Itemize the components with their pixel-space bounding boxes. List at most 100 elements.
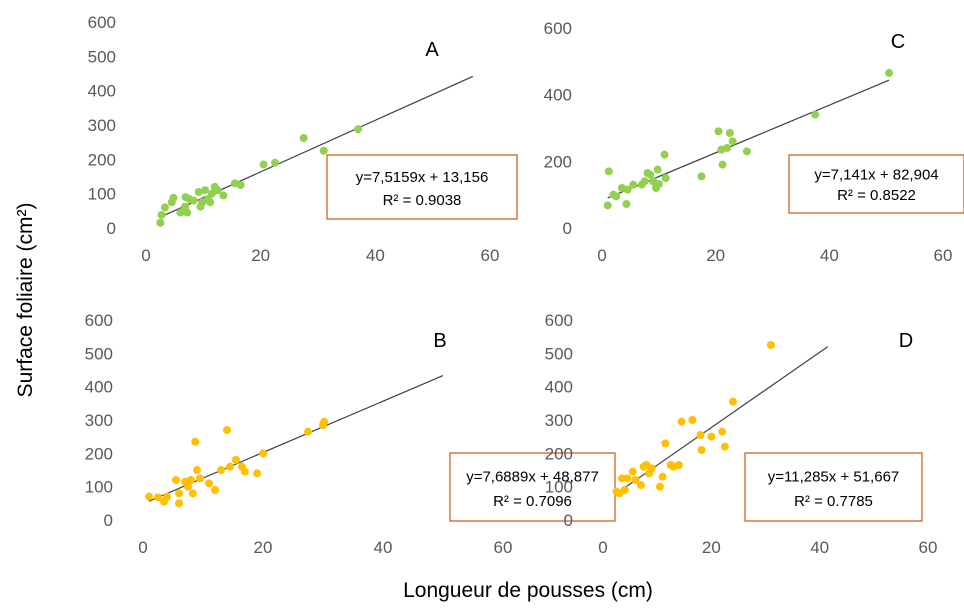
- data-point: [612, 192, 621, 201]
- data-point: [145, 492, 153, 501]
- data-point: [718, 427, 727, 436]
- y-tick-label: 400: [88, 82, 116, 101]
- data-point: [205, 479, 213, 488]
- data-point: [187, 476, 195, 484]
- data-point: [320, 417, 329, 426]
- y-tick-label: 500: [88, 47, 116, 66]
- x-tick-label: 0: [598, 538, 607, 557]
- data-point: [696, 431, 705, 439]
- x-tick-label: 40: [366, 246, 385, 265]
- data-point: [603, 201, 612, 210]
- data-point: [729, 397, 737, 406]
- r-squared: R² = 0.9038: [383, 192, 462, 209]
- data-point: [156, 218, 165, 227]
- data-point: [226, 462, 234, 471]
- data-point: [241, 467, 249, 476]
- data-point: [623, 474, 632, 483]
- x-tick-label: 40: [820, 246, 839, 265]
- data-point: [677, 417, 686, 426]
- data-point: [160, 203, 169, 212]
- data-point: [661, 439, 670, 448]
- panel-c: 0 200 400 600 0 20 40 60 Cy=7,141x + 82,904 R² = …: [544, 19, 964, 265]
- y-tick-label: 0: [563, 219, 572, 238]
- data-point: [201, 186, 210, 195]
- data-point: [163, 492, 171, 501]
- panel-b: 0 100 200 300 400 500 600 0 20 40 60 By=7,6889x + 4…: [85, 311, 616, 557]
- equation-box: [788, 154, 964, 214]
- data-point: [259, 449, 267, 458]
- data-point: [184, 482, 192, 491]
- data-point: [636, 481, 645, 489]
- data-point: [661, 174, 670, 182]
- x-tick-label: 20: [706, 246, 725, 265]
- panel-label: D: [899, 330, 913, 352]
- x-axis-title: Longueur de pousses (cm): [403, 579, 653, 602]
- y-tick-label: 500: [85, 344, 113, 363]
- x-tick-label: 20: [254, 538, 273, 557]
- panel-label: A: [425, 39, 439, 61]
- data-point: [211, 486, 219, 494]
- y-axis-title: Surface foliaire (cm²): [14, 203, 37, 398]
- y-tick-label: 200: [544, 152, 572, 171]
- data-point: [223, 426, 231, 434]
- panel-a: 0 100 200 300 400 500 600 0 20 40 60 Ay=7,5159x + 1…: [88, 13, 518, 265]
- data-point: [194, 187, 203, 196]
- y-tick-label: 300: [88, 116, 116, 135]
- data-point: [206, 198, 215, 207]
- data-point: [654, 180, 663, 188]
- r-squared: R² = 0.8522: [837, 187, 916, 204]
- data-point: [259, 160, 268, 169]
- data-point: [191, 437, 200, 446]
- data-point: [172, 476, 180, 484]
- y-tick-label: 100: [545, 478, 573, 497]
- data-point: [189, 196, 198, 205]
- data-point: [725, 129, 734, 137]
- y-tick-label: 200: [545, 444, 573, 463]
- x-tick-label: 40: [374, 538, 393, 557]
- trendline-equation: y=7,141x + 82,904: [814, 166, 938, 183]
- x-tick-label: 0: [141, 246, 150, 265]
- trendline-equation: y=7,5159x + 13,156: [356, 169, 489, 186]
- data-point: [219, 191, 228, 200]
- data-point: [175, 499, 183, 508]
- x-tick-label: 0: [597, 246, 606, 265]
- trendline-equation: y=11,285x + 51,667: [768, 469, 900, 486]
- data-point: [631, 476, 640, 484]
- data-point: [196, 474, 204, 483]
- data-point: [629, 180, 638, 189]
- data-point: [728, 137, 737, 146]
- y-tick-label: 200: [88, 150, 116, 169]
- y-tick-label: 400: [544, 86, 572, 105]
- data-point: [169, 193, 178, 202]
- data-point: [157, 210, 166, 219]
- panel-label: C: [891, 31, 905, 53]
- data-point: [304, 427, 312, 436]
- y-tick-label: 0: [564, 511, 573, 530]
- data-point: [236, 181, 245, 190]
- x-tick-label: 60: [481, 246, 500, 265]
- x-tick-label: 20: [251, 246, 270, 265]
- y-tick-label: 100: [88, 185, 116, 204]
- x-tick-label: 60: [934, 246, 953, 265]
- data-point: [604, 167, 613, 176]
- y-tick-label: 600: [545, 311, 573, 330]
- data-point: [253, 469, 261, 478]
- y-tick-label: 600: [85, 311, 113, 330]
- data-point: [707, 432, 716, 441]
- data-point: [232, 456, 240, 464]
- r-squared: R² = 0.7785: [794, 493, 873, 510]
- data-point: [217, 466, 225, 474]
- data-point: [885, 69, 894, 77]
- x-tick-label: 60: [494, 538, 513, 557]
- data-point: [811, 110, 820, 119]
- data-point: [622, 200, 631, 208]
- y-tick-label: 400: [85, 378, 113, 397]
- x-tick-label: 20: [702, 538, 721, 557]
- data-point: [718, 160, 727, 169]
- y-tick-label: 200: [85, 444, 113, 463]
- data-point: [653, 165, 662, 174]
- y-tick-label: 0: [107, 219, 116, 238]
- data-point: [674, 461, 683, 469]
- data-point: [720, 442, 729, 451]
